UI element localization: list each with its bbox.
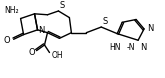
Text: N: N — [38, 26, 45, 35]
Text: O: O — [3, 36, 10, 45]
Text: O: O — [28, 48, 35, 57]
Text: -N: -N — [126, 43, 135, 52]
Text: N: N — [147, 24, 153, 33]
Text: NH₂: NH₂ — [4, 6, 19, 15]
Text: S: S — [59, 1, 65, 10]
Text: OH: OH — [51, 51, 63, 60]
Text: HN: HN — [109, 43, 121, 52]
Text: N: N — [140, 43, 147, 52]
Text: S: S — [102, 17, 108, 26]
